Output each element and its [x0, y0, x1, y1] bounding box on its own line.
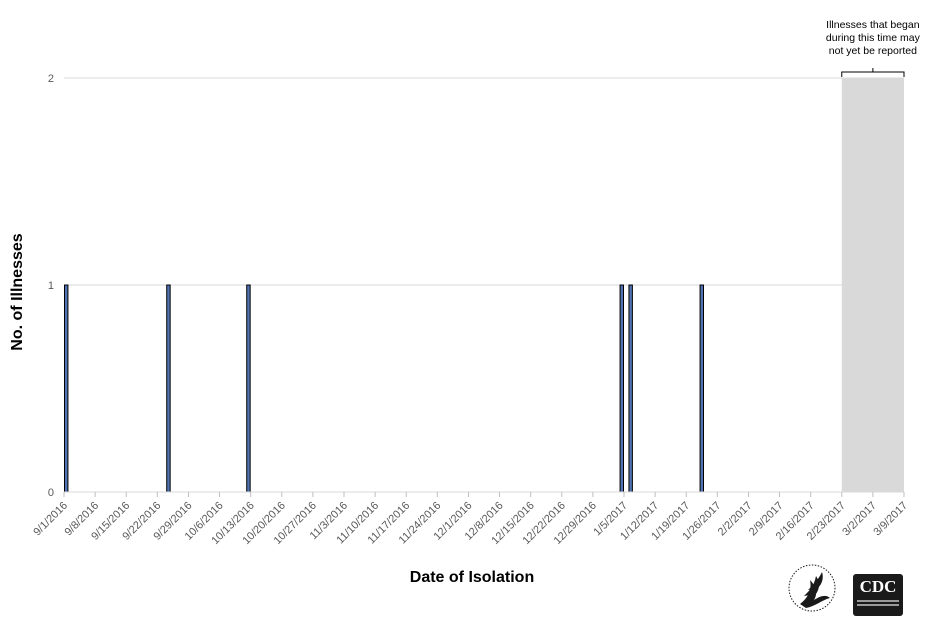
- bar: [628, 284, 633, 493]
- y-axis-title: No. of Illnesses: [9, 233, 26, 350]
- y-tick-label: 0: [48, 487, 54, 499]
- y-tick-labels: 0 1 2: [48, 73, 54, 499]
- cdc-logo: CDC: [853, 574, 903, 616]
- x-axis: [63, 491, 905, 497]
- bar: [166, 284, 171, 493]
- x-tick-labels: 9/1/20169/8/20169/15/20169/22/20169/29/2…: [31, 500, 910, 547]
- cdc-logo-subtitle-lines: [857, 600, 899, 610]
- bars: [64, 284, 704, 493]
- bar: [64, 284, 69, 493]
- bar: [619, 284, 624, 493]
- y-tick-label: 2: [48, 73, 54, 85]
- x-axis-title: Date of Isolation: [410, 569, 534, 586]
- annotation-line: during this time may: [826, 32, 921, 44]
- annotation-line: not yet be reported: [829, 45, 917, 57]
- gridlines: [64, 77, 904, 286]
- cdc-logo-text: CDC: [859, 577, 897, 596]
- hhs-eagle-icon: [786, 560, 838, 616]
- annotation-bracket: [841, 68, 905, 77]
- annotation-line: Illnesses that began: [826, 19, 920, 31]
- bar: [699, 284, 704, 493]
- bar: [246, 284, 251, 493]
- y-tick-label: 1: [48, 280, 54, 292]
- x-tick-label: 3/9/2017: [871, 500, 910, 539]
